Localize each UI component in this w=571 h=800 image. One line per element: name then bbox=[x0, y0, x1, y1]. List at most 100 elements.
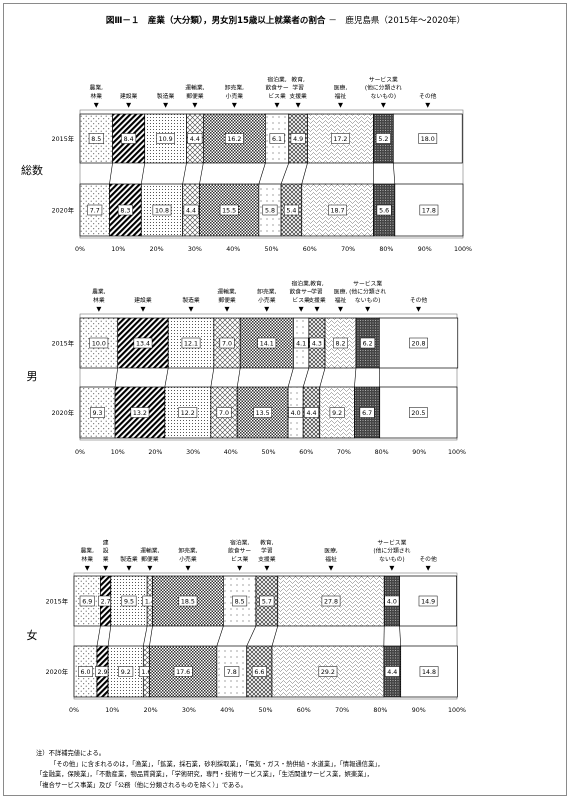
data-label-box bbox=[409, 407, 428, 418]
category-label: ビス業 bbox=[292, 296, 310, 304]
data-label: 14.1 bbox=[260, 340, 274, 347]
x-tick-label: 70% bbox=[341, 246, 355, 253]
data-label-box bbox=[187, 133, 203, 144]
data-label-box bbox=[232, 595, 248, 607]
data-label: 2.7 bbox=[101, 598, 111, 605]
data-label: 9.2 bbox=[121, 669, 131, 676]
category-label: 卸売業, bbox=[257, 288, 276, 296]
data-label-box bbox=[88, 133, 104, 144]
pointer-marker: ▼ bbox=[185, 564, 190, 572]
data-label: 17.2 bbox=[333, 136, 347, 143]
category-label: 支援業 bbox=[308, 296, 326, 304]
category-label: サービス業 bbox=[353, 279, 382, 287]
x-tick-label: 50% bbox=[262, 449, 276, 456]
pointer-marker: ▼ bbox=[365, 305, 370, 313]
category-label: 支援業 bbox=[258, 555, 276, 563]
data-label: 5.7 bbox=[262, 598, 272, 605]
data-label-box bbox=[293, 337, 309, 349]
data-label-box bbox=[133, 337, 153, 349]
category-label: 学習 bbox=[292, 84, 304, 92]
pointer-marker: ▼ bbox=[126, 564, 131, 572]
data-label: 1.4 bbox=[145, 598, 155, 605]
pointer-marker: ▼ bbox=[314, 305, 319, 313]
figure-title: 図Ⅲ－１ 産業（大分類），男女別15歳以上就業者の割合 － 鹿児島県（2015年… bbox=[0, 14, 571, 26]
x-tick-label: 100% bbox=[454, 246, 472, 253]
data-label: 7.8 bbox=[227, 669, 237, 676]
footnote-line-4: 「複合サービス事業」及び「公務（他に分類されるものを除く）」である。 bbox=[36, 781, 247, 789]
x-tick-label: 70% bbox=[335, 707, 349, 714]
data-label: 27.8 bbox=[324, 598, 338, 605]
category-label: サービス業 bbox=[369, 75, 398, 83]
x-tick-label: 90% bbox=[418, 246, 432, 253]
pointer-marker: ▼ bbox=[237, 564, 242, 572]
pointer-marker: ▼ bbox=[389, 564, 394, 572]
category-label: 郵便業 bbox=[186, 92, 204, 100]
category-label: ないもの) bbox=[379, 556, 404, 563]
data-label: 14.9 bbox=[421, 598, 435, 605]
data-label-box bbox=[290, 133, 306, 144]
data-label: 12.1 bbox=[184, 340, 198, 347]
connector-line bbox=[210, 367, 215, 388]
data-label-box bbox=[224, 666, 240, 677]
category-label: 飲食サー bbox=[265, 84, 288, 92]
x-tick-label: 0% bbox=[69, 707, 79, 714]
data-label-box bbox=[118, 666, 134, 677]
footnote-line-3: 「金融業，保険業」，「不動産業，物品賃貸業」，「学術研究，専門・技術サービス業」… bbox=[36, 771, 373, 778]
data-label: 9.3 bbox=[93, 410, 103, 417]
pointer-marker: ▼ bbox=[338, 305, 343, 313]
data-label-box bbox=[178, 407, 198, 418]
data-label: 5.4 bbox=[286, 207, 296, 214]
data-label-box bbox=[121, 595, 137, 607]
data-label-box bbox=[257, 337, 277, 349]
year-label: 2015年 bbox=[52, 339, 74, 348]
category-label: 飲食サー bbox=[228, 547, 251, 555]
x-tick-label: 60% bbox=[297, 707, 311, 714]
x-tick-label: 40% bbox=[224, 449, 238, 456]
data-label: 29.2 bbox=[321, 669, 335, 676]
data-label: 2.9 bbox=[98, 669, 108, 676]
data-label-box bbox=[359, 407, 375, 418]
connector-line bbox=[319, 367, 326, 388]
x-tick-label: 70% bbox=[337, 449, 351, 456]
pointer-marker: ▼ bbox=[103, 564, 108, 572]
data-label-box bbox=[419, 666, 439, 677]
data-label: 6.0 bbox=[80, 669, 90, 676]
category-label: 教育, bbox=[291, 75, 305, 83]
connector-line bbox=[164, 367, 169, 388]
footnote: 注）不詳補完値による。 「その他」に含まれるのは，「漁業」，「鉱業，採石業，砂利… bbox=[36, 749, 384, 791]
category-label: 福祉 bbox=[335, 296, 347, 304]
connector-line bbox=[114, 367, 118, 388]
category-label: 農業, bbox=[80, 547, 94, 555]
pointer-marker: ▼ bbox=[328, 564, 333, 572]
data-label: 9.5 bbox=[124, 598, 134, 605]
category-label: 農業, bbox=[92, 288, 106, 296]
x-tick-label: 40% bbox=[226, 246, 240, 253]
category-label: 建 bbox=[103, 538, 109, 546]
category-label: 林業 bbox=[90, 92, 102, 100]
data-label: 1.6 bbox=[141, 669, 151, 676]
pointer-marker: ▼ bbox=[189, 305, 194, 313]
data-label-box bbox=[152, 204, 172, 216]
bar-segment bbox=[79, 183, 110, 237]
pointer-marker: ▼ bbox=[416, 305, 421, 313]
data-label-box bbox=[87, 204, 103, 216]
data-label: 12.2 bbox=[181, 410, 195, 417]
x-tick-label: 50% bbox=[265, 246, 279, 253]
data-label-box bbox=[216, 407, 232, 418]
category-label: 製造業 bbox=[182, 296, 200, 304]
x-tick-label: 80% bbox=[373, 707, 387, 714]
data-label-box bbox=[309, 337, 325, 349]
data-label-box bbox=[269, 133, 285, 144]
pointer-marker: ▼ bbox=[192, 101, 197, 109]
data-label-box bbox=[418, 133, 438, 144]
year-label: 2020年 bbox=[46, 667, 68, 676]
data-label-box bbox=[173, 666, 193, 677]
category-label: その他 bbox=[419, 92, 437, 100]
data-label-box bbox=[89, 337, 109, 349]
data-label: 7.0 bbox=[222, 340, 232, 347]
pointer-marker: ▼ bbox=[275, 101, 280, 109]
category-label: 林業 bbox=[81, 555, 93, 563]
data-label: 8.5 bbox=[235, 598, 245, 605]
connector-line bbox=[140, 162, 146, 185]
data-label-box bbox=[409, 337, 428, 349]
